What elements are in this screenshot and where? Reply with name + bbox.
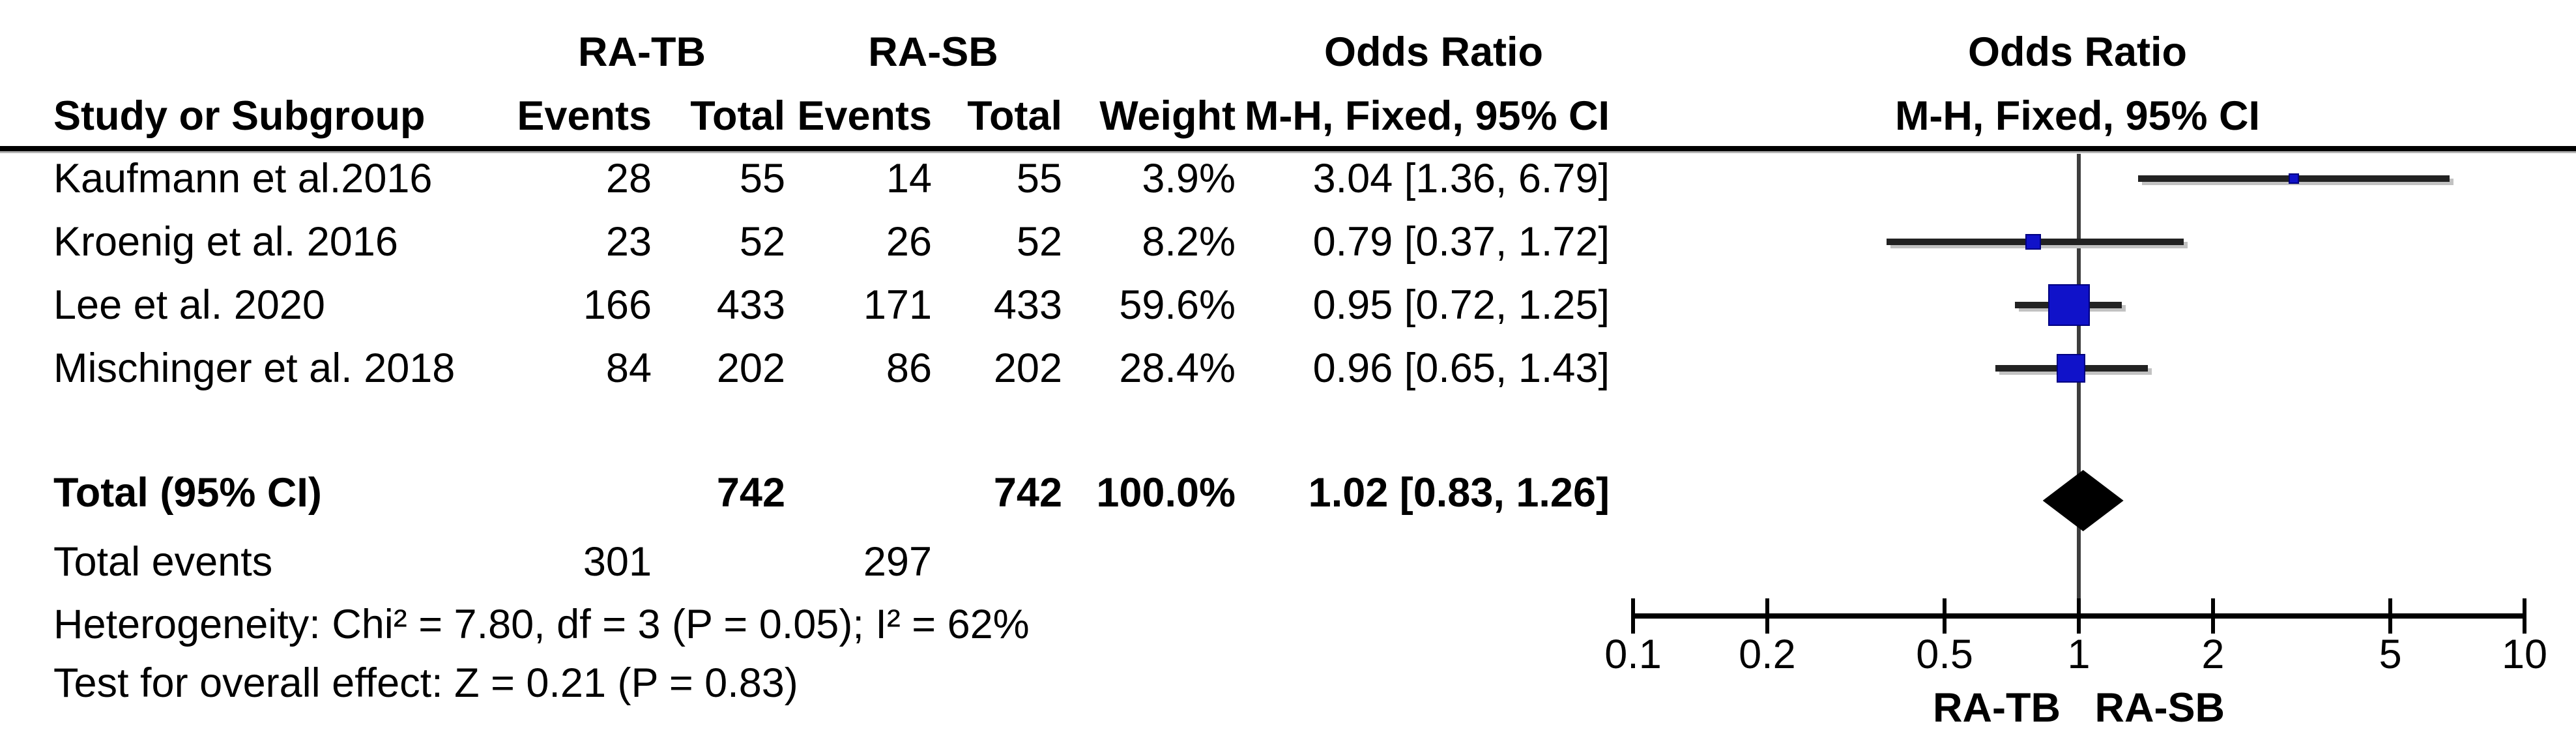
- study-name: Kaufmann et al.2016: [53, 156, 433, 201]
- total-total-tb: 742: [716, 470, 785, 516]
- col-header-events-sb: Events: [797, 93, 932, 139]
- total-weight: 100.0%: [1096, 470, 1236, 516]
- study-total-sb: 55: [1016, 156, 1062, 201]
- col-header-study: Study or Subgroup: [53, 93, 426, 139]
- axis-tick-label: 1: [2067, 632, 2091, 677]
- overall-effect-text: Test for overall effect: Z = 0.21 (P = 0…: [53, 660, 798, 706]
- total-total-sb: 742: [993, 470, 1062, 516]
- study-name: Mischinger et al. 2018: [53, 345, 456, 391]
- axis-tick: [1765, 598, 1769, 634]
- effect-marker: [2056, 354, 2085, 383]
- axis-tick: [2523, 598, 2526, 634]
- study-name: Kroenig et al. 2016: [53, 219, 398, 265]
- plot-header-line2: M-H, Fixed, 95% CI: [1894, 93, 2261, 139]
- axis-tick: [1943, 598, 1947, 634]
- study-events-sb: 14: [886, 156, 932, 201]
- axis-tick: [2077, 598, 2081, 634]
- study-total-sb: 202: [993, 345, 1062, 391]
- study-events-sb: 171: [863, 282, 932, 328]
- study-total-sb: 433: [993, 282, 1062, 328]
- group1-header: RA-TB: [578, 29, 706, 75]
- total-events-label: Total events: [53, 539, 273, 585]
- no-effect-line: [2077, 154, 2081, 619]
- axis-tick-label: 0.2: [1739, 632, 1796, 677]
- total-events-tb: 301: [583, 539, 652, 585]
- effect-marker: [2048, 284, 2090, 326]
- study-total-tb: 202: [716, 345, 785, 391]
- axis-tick: [2388, 598, 2393, 634]
- study-or-ci: 0.79 [0.37, 1.72]: [1312, 219, 1610, 265]
- study-weight: 59.6%: [1119, 282, 1236, 328]
- axis-tick-label: 10: [2501, 632, 2548, 677]
- col-header-events-tb: Events: [517, 93, 652, 139]
- col-header-weight: Weight: [1099, 93, 1236, 139]
- effect-marker: [2289, 173, 2300, 184]
- col-header-total-sb: Total: [967, 93, 1062, 139]
- axis-tick-label: 0.5: [1916, 632, 1973, 677]
- col-header-total-tb: Total: [690, 93, 785, 139]
- study-weight: 28.4%: [1119, 345, 1236, 391]
- study-events-tb: 84: [605, 345, 652, 391]
- study-events-tb: 23: [605, 219, 652, 265]
- axis-tick-label: 5: [2379, 632, 2402, 677]
- study-name: Lee et al. 2020: [53, 282, 325, 328]
- or-column-header-line2: M-H, Fixed, 95% CI: [1244, 93, 1610, 139]
- total-label: Total (95% CI): [53, 470, 322, 516]
- study-weight: 3.9%: [1142, 156, 1236, 201]
- pooled-diamond: [2042, 470, 2124, 531]
- study-events-tb: 166: [583, 282, 652, 328]
- total-or-ci: 1.02 [0.83, 1.26]: [1308, 470, 1610, 516]
- axis-tick: [1631, 598, 1635, 634]
- study-weight: 8.2%: [1142, 219, 1236, 265]
- axis-tick: [2210, 598, 2215, 634]
- total-events-sb: 297: [863, 539, 932, 585]
- group2-header: RA-SB: [868, 29, 998, 75]
- study-total-tb: 52: [739, 219, 785, 265]
- study-or-ci: 3.04 [1.36, 6.79]: [1312, 156, 1610, 201]
- effect-marker: [2025, 234, 2041, 250]
- axis-tick-label: 0.1: [1604, 632, 1662, 677]
- study-or-ci: 0.95 [0.72, 1.25]: [1312, 282, 1610, 328]
- study-events-sb: 86: [886, 345, 932, 391]
- plot-header-line1: Odds Ratio: [1967, 29, 2187, 75]
- header-rule-shadow: [0, 151, 2576, 153]
- favours-labels: RA-TB RA-SB: [1933, 685, 2225, 731]
- heterogeneity-text: Heterogeneity: Chi² = 7.80, df = 3 (P = …: [53, 602, 1030, 647]
- study-total-tb: 55: [739, 156, 785, 201]
- study-total-sb: 52: [1016, 219, 1062, 265]
- study-events-sb: 26: [886, 219, 932, 265]
- study-total-tb: 433: [716, 282, 785, 328]
- study-or-ci: 0.96 [0.65, 1.43]: [1312, 345, 1610, 391]
- header-rule: [0, 146, 2576, 151]
- study-events-tb: 28: [605, 156, 652, 201]
- axis-tick-label: 2: [2201, 632, 2225, 677]
- or-column-header-line1: Odds Ratio: [1324, 29, 1543, 75]
